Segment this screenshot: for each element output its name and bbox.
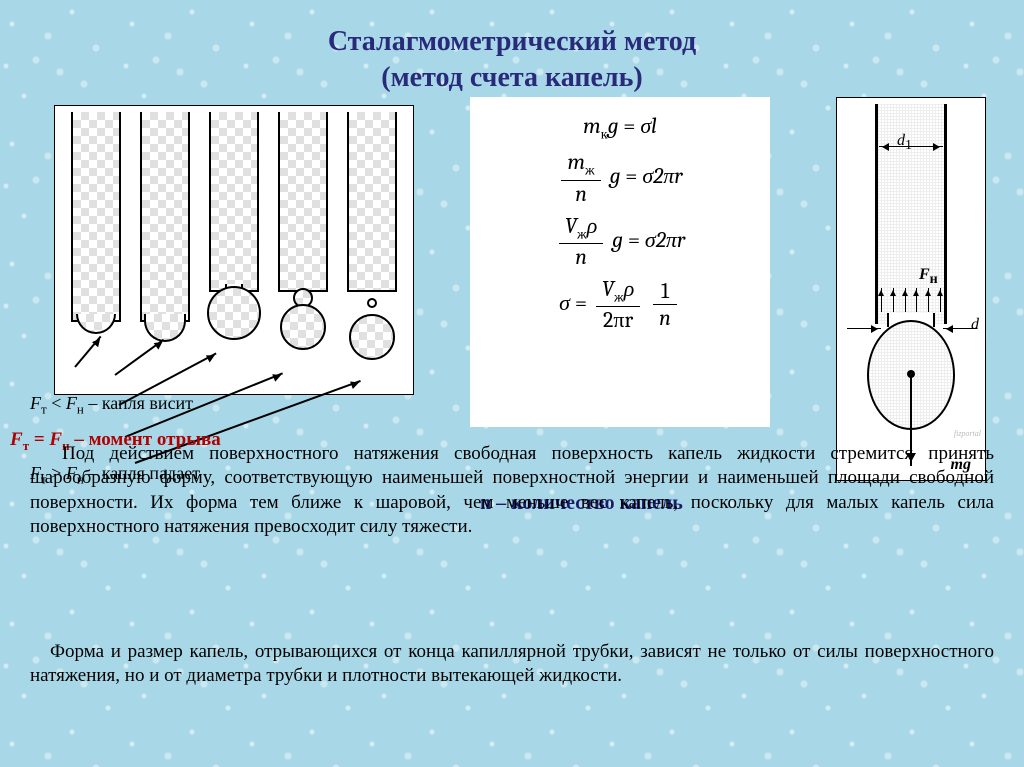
- tube-4: [278, 112, 328, 292]
- arrow-1: [74, 335, 101, 367]
- drop-tiny: [367, 298, 377, 308]
- equation-1: mкg = σl: [480, 113, 760, 143]
- tube-1: [71, 112, 121, 322]
- equation-4: σ = Vжρ2πr 1n: [480, 276, 760, 333]
- drop-breaking: [207, 286, 261, 340]
- watermark: fizportal: [954, 429, 981, 438]
- surface-tension-arrows: [881, 288, 941, 312]
- drop-fallen: [349, 314, 395, 360]
- d-arrow-right: [943, 328, 977, 329]
- d1-dimension-arrow: [879, 146, 943, 147]
- tubes-row: [55, 106, 413, 322]
- content-area: Fт < Fн – капля висит Fт = Fн – момент о…: [0, 97, 1024, 109]
- equation-2: mжn g = σ2πr: [480, 149, 760, 206]
- slide-title: Сталагмометрический метод (метод счета к…: [0, 0, 1024, 97]
- caption-hanging: Fт < Fн – капля висит: [30, 393, 193, 418]
- tube-3: [209, 112, 259, 292]
- paragraph-2: Форма и размер капель, отрывающихся от к…: [30, 640, 994, 689]
- drop-detaching: [280, 304, 326, 350]
- drop-hanging-small: [76, 314, 116, 334]
- d-arrow-left: [847, 328, 881, 329]
- equation-3: Vжρn g = σ2πr: [480, 213, 760, 270]
- title-line-2: (метод счета капель): [0, 60, 1024, 96]
- tube-2: [140, 112, 190, 322]
- fn-label: Fн: [919, 266, 938, 288]
- tube-5: [347, 112, 397, 292]
- title-line-1: Сталагмометрический метод: [0, 24, 1024, 60]
- arrow-2: [114, 339, 164, 376]
- paragraph-1: Под действием поверхностного натяжения с…: [30, 442, 994, 539]
- capillary-drop-diagram: d1 Fн d mg fizportal: [836, 97, 986, 481]
- d-label: d: [971, 316, 979, 334]
- formula-panel: mкg = σl mжn g = σ2πr Vжρn g = σ2πr σ = …: [470, 97, 770, 427]
- droplet-sequence-diagram: [54, 105, 414, 395]
- d1-label: d1: [897, 132, 912, 154]
